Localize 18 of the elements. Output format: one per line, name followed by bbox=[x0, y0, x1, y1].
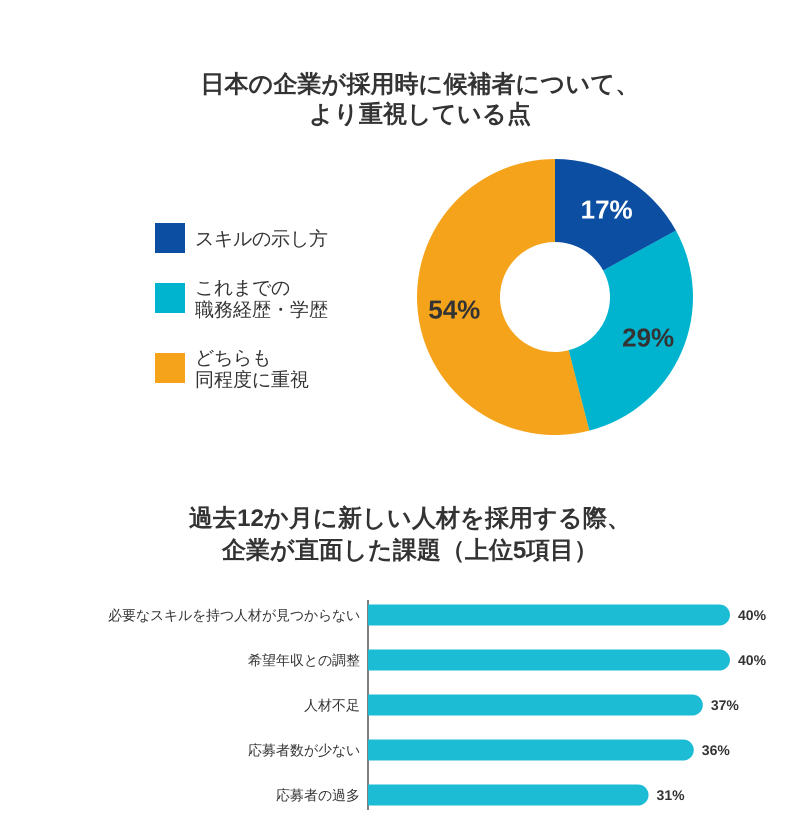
chart-title: 過去12か月に新しい人材を採用する際、企業が直面した課題（上位5項目） bbox=[189, 505, 631, 564]
chart-title: 日本の企業が採用時に候補者について、より重視している点 bbox=[200, 71, 640, 128]
data-label: 37% bbox=[710, 697, 740, 713]
legend-label: どちらも同程度に重視 bbox=[195, 348, 309, 391]
data-label: 40% bbox=[738, 607, 767, 623]
legend-label: これまでの職務経歴・学歴 bbox=[195, 278, 328, 321]
y-tick-label: 応募者の過多 bbox=[276, 787, 360, 803]
data-label: 31% bbox=[656, 787, 686, 803]
legend-label: スキルの示し方 bbox=[195, 228, 328, 250]
data-label: 54% bbox=[428, 294, 480, 325]
data-label: 17% bbox=[580, 194, 633, 225]
data-label: 36% bbox=[702, 742, 730, 758]
data-label: 40% bbox=[738, 652, 767, 668]
data-label: 29% bbox=[622, 322, 674, 352]
y-tick-label: 希望年収との調整 bbox=[248, 652, 360, 668]
y-tick-label: 応募者数が少ない bbox=[248, 742, 360, 758]
y-tick-label: 人材不足 bbox=[304, 697, 360, 713]
y-tick-label: 必要なスキルを持つ人材が見つからない bbox=[108, 607, 360, 623]
